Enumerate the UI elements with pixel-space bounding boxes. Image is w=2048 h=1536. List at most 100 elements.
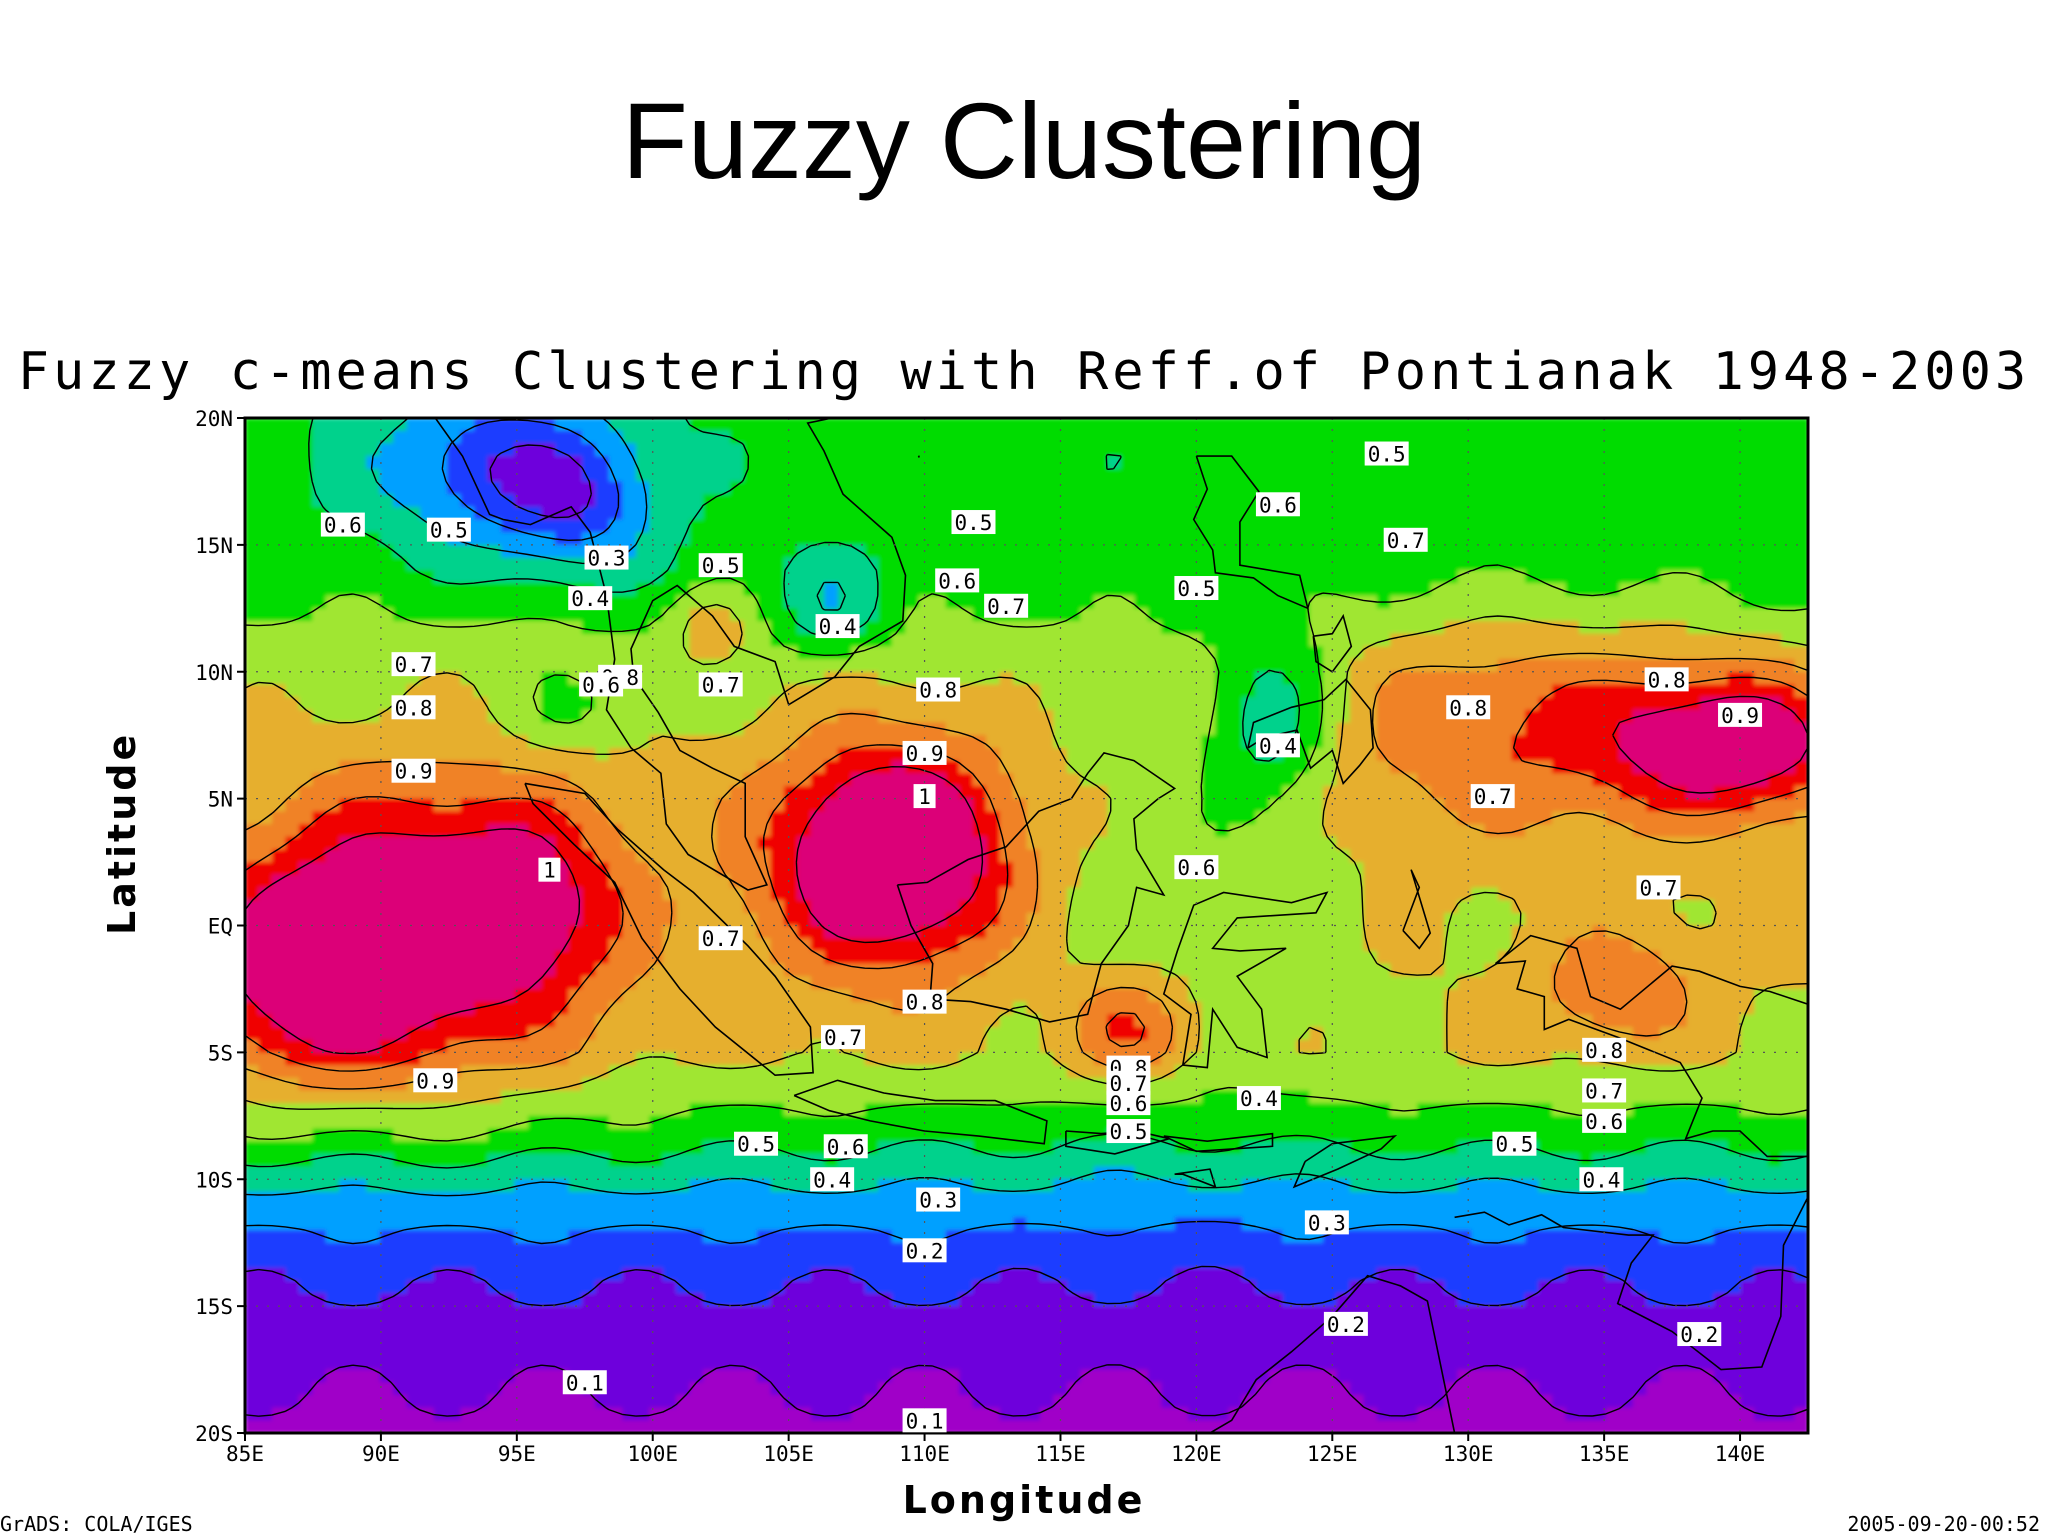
y-tick-label: 5N (208, 788, 233, 812)
contour-value-text: 0.8 (906, 991, 944, 1015)
y-tick-label: 15N (195, 534, 233, 558)
slide-title: Fuzzy Clustering (621, 80, 1427, 201)
coastline-11 (1292, 1135, 1398, 1189)
contour-value-label: 0.8 (902, 989, 947, 1015)
contour-value-label: 0.6 (320, 512, 365, 538)
y-tick-label: 10S (195, 1168, 233, 1192)
coastline-1 (524, 782, 814, 1077)
footer-timestamp: 2005-09-20-00:52 (1847, 1512, 2040, 1536)
contour-value-label: 0.7 (1383, 527, 1428, 553)
contour-value-label: 0.1 (562, 1370, 607, 1395)
contour-value-text: 0.2 (906, 1239, 944, 1263)
x-tick-label: 100E (627, 1442, 678, 1466)
contour-value-label: 0.2 (902, 1238, 947, 1263)
contour-value-text: 0.7 (395, 653, 433, 677)
contour-value-label: 0.9 (1718, 702, 1763, 728)
contour-value-label: 0.3 (916, 1187, 961, 1213)
contour-value-label: 0.5 (1106, 1119, 1151, 1144)
contour-value-text: 0.7 (1640, 876, 1678, 900)
contour-value-text: 0.4 (813, 1168, 851, 1192)
contour-value-text: 0.8 (1449, 696, 1487, 720)
contour-value-label: 0.5 (698, 553, 743, 578)
contour-lines (245, 418, 1808, 1417)
coastline-8 (1402, 869, 1432, 950)
contour-value-text: 0.7 (1585, 1079, 1623, 1103)
y-tick-label: 15S (195, 1295, 233, 1319)
contour-value-text: 0.4 (1582, 1168, 1620, 1192)
contour-value-label: 0.7 (698, 926, 743, 951)
contour-value-text: 0.7 (1474, 785, 1512, 809)
contour-value-label: 0.6 (579, 672, 624, 697)
contour-value-text: 0.5 (1368, 443, 1406, 467)
contour-value-text: 1 (918, 785, 931, 809)
contour-value-label: 0.5 (1492, 1131, 1537, 1157)
contour-value-text: 0.6 (324, 514, 362, 538)
contour-value-label: 0.5 (951, 510, 996, 535)
contour-value-label: 0.6 (1106, 1091, 1151, 1116)
contour-value-text: 0.6 (1109, 1092, 1147, 1116)
coastline-5 (1192, 455, 1309, 610)
contour-value-text: 0.6 (1585, 1110, 1623, 1134)
contour-value-label: 0.6 (823, 1134, 868, 1159)
contour-value-label: 0.6 (1255, 492, 1300, 517)
x-tick-label: 95E (498, 1442, 536, 1466)
contour-value-text: 0.1 (906, 1409, 944, 1433)
contour-value-text: 0.9 (1721, 704, 1759, 728)
contour-value-text: 0.7 (1387, 529, 1425, 553)
contour-value-text: 0.9 (906, 742, 944, 766)
contour-value-label: 0.9 (391, 758, 436, 784)
contour-value-label: 0.8 (1446, 695, 1491, 720)
contour-value-label: 0.7 (698, 672, 743, 697)
coastline-13 (1174, 1168, 1217, 1189)
contour-value-text: 0.5 (1109, 1120, 1147, 1144)
contour-value-label: 0.6 (1174, 855, 1219, 880)
contour-value-label: 0.5 (734, 1131, 779, 1157)
contour-value-label: 0.7 (1636, 875, 1681, 900)
x-tick-label: 90E (362, 1442, 400, 1466)
y-tick-label: EQ (208, 915, 233, 939)
contour-value-label: 0.3 (584, 545, 629, 571)
coastline-0 (434, 418, 907, 891)
contour-value-text: 0.7 (702, 927, 740, 951)
contour-value-text: 0.2 (1327, 1313, 1365, 1337)
contour-value-label: 0.6 (1582, 1108, 1627, 1134)
contour-value-text: 0.6 (1259, 493, 1297, 517)
contour-value-text: 0.6 (582, 673, 620, 697)
contour-value-text: 0.6 (1177, 856, 1215, 880)
contour-labels: 0.5 0.6 0.5 0.6 0.5 0.7 0.3 0.5 0.6 0.5 0.4 0.7 0.4 0… (320, 441, 1763, 1433)
contour-value-text: 0.4 (1259, 734, 1297, 758)
contour-value-label: 0.9 (902, 740, 947, 766)
contour-value-text: 0.5 (1495, 1133, 1533, 1157)
contour-value-label: 0.3 (1304, 1210, 1349, 1235)
contour-value-text: 0.8 (395, 696, 433, 720)
coastline-12 (1163, 1132, 1274, 1153)
contour-value-text: 0.5 (430, 519, 468, 543)
x-tick-label: 105E (763, 1442, 814, 1466)
x-tick-label: 130E (1443, 1442, 1494, 1466)
contour-value-label: 1 (913, 784, 936, 809)
contour-value-label: 0.4 (1255, 733, 1300, 758)
x-tick-label: 85E (226, 1442, 264, 1466)
x-axis-label: Longitude (902, 1478, 1146, 1522)
contour-value-label: 0.4 (815, 614, 860, 639)
y-tick-label: 20S (195, 1422, 233, 1446)
coastline-7 (1312, 613, 1353, 673)
coastline-14 (1065, 1130, 1170, 1155)
coastline-4 (1162, 891, 1329, 1069)
contour-value-label: 0.7 (984, 593, 1029, 619)
gridlines (245, 418, 1808, 1433)
coastline-3 (896, 751, 1177, 1023)
contour-value-label: 0.4 (568, 586, 613, 611)
contour-value-text: 0.8 (1585, 1039, 1623, 1063)
contour-value-label: 0.8 (1644, 667, 1689, 692)
x-tick-label: 135E (1579, 1442, 1630, 1466)
contour-value-text: 0.3 (1308, 1211, 1346, 1235)
footer-credit: GrADS: COLA/IGES (0, 1512, 193, 1536)
contour-value-label: 0.8 (391, 695, 436, 720)
x-tick-label: 115E (1035, 1442, 1086, 1466)
contour-value-text: 0.2 (1680, 1323, 1718, 1347)
contour-value-label: 0.7 (391, 652, 436, 677)
y-tick-label: 10N (195, 661, 233, 685)
x-tick-label: 140E (1715, 1442, 1766, 1466)
